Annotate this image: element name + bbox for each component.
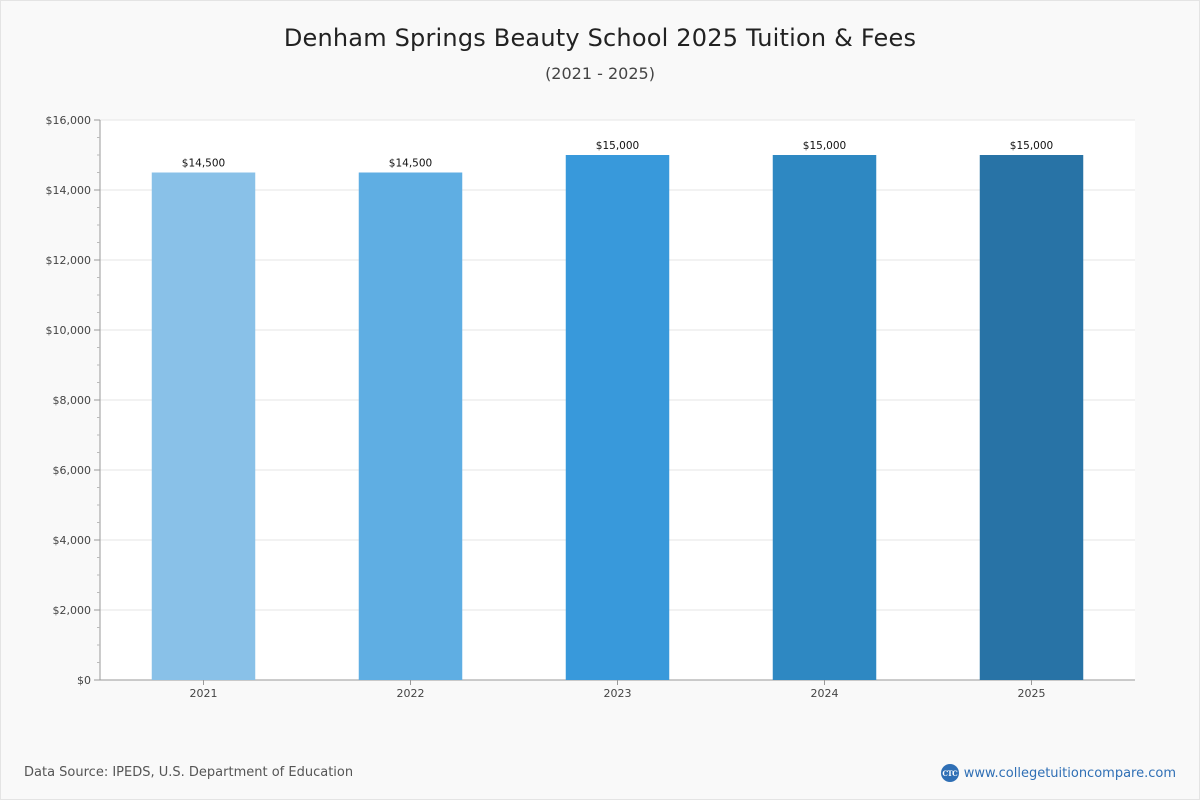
y-tick-label: $16,000 (46, 114, 92, 127)
bar-value-label: $15,000 (1010, 140, 1053, 152)
bar-2025 (979, 155, 1084, 680)
x-tick-label: 2022 (397, 687, 425, 700)
bar-2021 (151, 172, 256, 680)
y-tick-label: $4,000 (53, 534, 92, 547)
y-tick-label: $14,000 (46, 184, 92, 197)
brand-url[interactable]: www.collegetuitioncompare.com (963, 765, 1176, 781)
bar-value-label: $14,500 (182, 158, 225, 170)
brand-logo-icon: CTC (940, 764, 959, 782)
x-tick-label: 2025 (1018, 687, 1046, 700)
chart-title: Denham Springs Beauty School 2025 Tuitio… (283, 24, 917, 52)
x-tick-label: 2024 (811, 687, 839, 700)
bar-value-label: $15,000 (803, 140, 846, 152)
y-tick-label: $6,000 (53, 464, 92, 477)
y-tick-label: $10,000 (46, 324, 92, 337)
bar-2022 (358, 172, 463, 680)
bar-2023 (565, 155, 670, 680)
bar-2024 (772, 155, 877, 680)
y-tick-label: $0 (77, 674, 91, 687)
bar-value-label: $14,500 (389, 158, 432, 170)
bar-value-label: $15,000 (596, 140, 639, 152)
x-tick-label: 2023 (604, 687, 632, 700)
y-tick-label: $12,000 (46, 254, 92, 267)
chart-subtitle: (2021 - 2025) (545, 64, 655, 83)
x-tick-label: 2021 (190, 687, 218, 700)
data-source-note: Data Source: IPEDS, U.S. Department of E… (24, 765, 354, 780)
y-tick-label: $8,000 (53, 394, 92, 407)
brand-link[interactable]: CTC www.collegetuitioncompare.com (940, 764, 1176, 782)
y-tick-label: $2,000 (53, 604, 92, 617)
